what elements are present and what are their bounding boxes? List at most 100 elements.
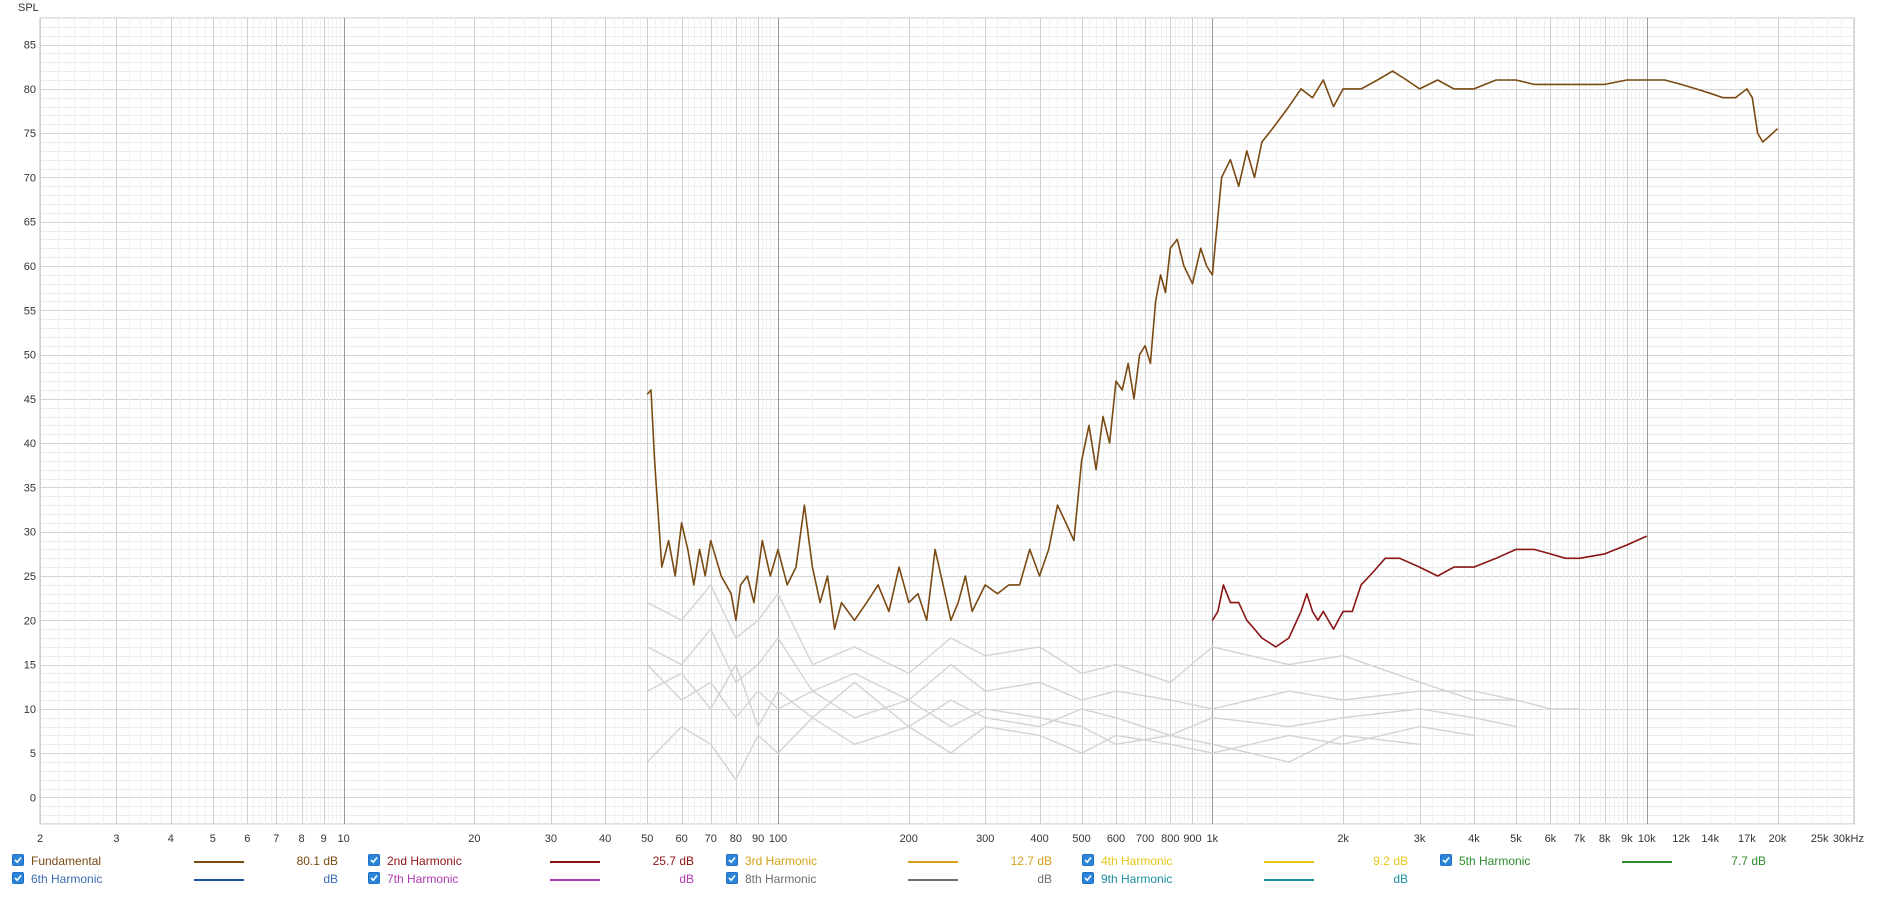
x-tick-label: 30kHz [1833,833,1864,845]
legend-item-6th-harmonic: 6th Harmonic dB [12,869,352,889]
background-harmonic-trace [646,584,1516,701]
y-tick-label: 75 [24,128,36,140]
y-tick-label: 50 [24,350,36,362]
background-harmonic-trace [646,663,1517,737]
fundamental-line [646,70,1779,630]
legend-label: 7th Harmonic [387,872,459,886]
legend-value: dB [1037,872,1052,886]
y-tick-label: 0 [30,792,36,804]
x-tick-label: 5k [1510,833,1522,845]
grid-layer [39,17,1855,825]
y-tick-label: 65 [24,217,36,229]
x-tick-label: 1k [1207,833,1219,845]
x-tick-label: 2k [1337,833,1349,845]
legend-value: 25.7 dB [652,854,694,868]
x-tick-label: 9k [1621,833,1633,845]
legend-swatch [550,879,600,881]
legend-item-5th-harmonic: 5th Harmonic 7.7 dB [1440,851,1780,871]
x-tick-label: 7k [1574,833,1586,845]
y-axis-label: SPL [18,2,39,14]
legend-swatch [194,879,244,881]
legend-label: 8th Harmonic [745,872,817,886]
legend-value: 80.1 dB [296,854,338,868]
checkbox-2nd-harmonic[interactable] [368,854,380,866]
legend: Fundamental 80.1 dB 2nd Harmonic 25.7 dB 3rd… [0,850,1879,898]
x-tick-label: 400 [1030,833,1048,845]
x-tick-label: 25k [1811,833,1829,845]
y-tick-label: 70 [24,172,36,184]
legend-item-4th-harmonic: 4th Harmonic 9.2 dB [1082,851,1422,871]
x-tick-label: 12k [1672,833,1690,845]
y-tick-label: 85 [24,40,36,52]
x-tick-label: 200 [900,833,918,845]
x-tick-label: 4k [1468,833,1480,845]
legend-swatch [550,861,600,863]
background-harmonic-trace [646,628,1580,710]
plot-area [39,17,1855,825]
series-layer [646,70,1779,781]
y-tick-label: 45 [24,394,36,406]
checkbox-5th-harmonic[interactable] [1440,854,1452,866]
x-tick-label: 100 [769,833,787,845]
legend-label: 5th Harmonic [1459,854,1531,868]
x-tick-label: 3 [113,833,119,845]
x-tick-label: 40 [599,833,611,845]
x-tick-label: 60 [676,833,688,845]
legend-item-2nd-harmonic: 2nd Harmonic 25.7 dB [368,851,708,871]
y-tick-label: 20 [24,615,36,627]
x-tick-label: 4 [168,833,174,845]
x-tick-label: 90 [752,833,764,845]
legend-label: Fundamental [31,854,102,868]
checkbox-4th-harmonic[interactable] [1082,854,1094,866]
legend-item-9th-harmonic: 9th Harmonic dB [1082,869,1422,889]
legend-label: 2nd Harmonic [387,854,462,868]
x-tick-label: 80 [730,833,742,845]
2nd-harmonic-line [1211,535,1648,648]
legend-item-fundamental: Fundamental 80.1 dB [12,851,352,871]
x-tick-label: 9 [321,833,327,845]
checkbox-fundamental[interactable] [12,854,24,866]
checkbox-6th-harmonic[interactable] [12,872,24,884]
x-tick-label: 600 [1107,833,1125,845]
x-tick-label: 50 [641,833,653,845]
x-tick-label: 2 [37,833,43,845]
x-tick-label: 7 [273,833,279,845]
legend-label: 6th Harmonic [31,872,103,886]
legend-swatch [908,879,958,881]
legend-label: 9th Harmonic [1101,872,1173,886]
x-tick-label: 30 [545,833,557,845]
y-tick-label: 60 [24,261,36,273]
legend-item-8th-harmonic: 8th Harmonic dB [726,869,1066,889]
y-tick-label: 80 [24,84,36,96]
y-tick-label: 5 [30,748,36,760]
legend-swatch [1622,861,1672,863]
x-tick-label: 800 [1161,833,1179,845]
background-harmonic-trace [646,664,1420,763]
x-tick-label: 6 [244,833,250,845]
checkbox-3rd-harmonic[interactable] [726,854,738,866]
legend-label: 3rd Harmonic [745,854,818,868]
x-tick-label: 17k [1738,833,1756,845]
legend-value: 7.7 dB [1731,854,1766,868]
x-tick-label: 8k [1599,833,1611,845]
legend-swatch [1264,861,1314,863]
checkbox-9th-harmonic[interactable] [1082,872,1094,884]
checkbox-8th-harmonic[interactable] [726,872,738,884]
legend-value: 12.7 dB [1010,854,1052,868]
x-tick-label: 5 [210,833,216,845]
x-tick-label: 300 [976,833,994,845]
x-tick-label: 10 [337,833,349,845]
y-tick-label: 55 [24,305,36,317]
legend-item-3rd-harmonic: 3rd Harmonic 12.7 dB [726,851,1066,871]
y-tick-label: 40 [24,438,36,450]
y-tick-label: 30 [24,527,36,539]
x-tick-label: 20 [468,833,480,845]
y-tick-label: 15 [24,660,36,672]
checkbox-7th-harmonic[interactable] [368,872,380,884]
x-tick-label: 10k [1638,833,1656,845]
x-tick-label: 20k [1769,833,1787,845]
legend-value: 9.2 dB [1373,854,1408,868]
x-tick-label: 70 [705,833,717,845]
legend-label: 4th Harmonic [1101,854,1173,868]
